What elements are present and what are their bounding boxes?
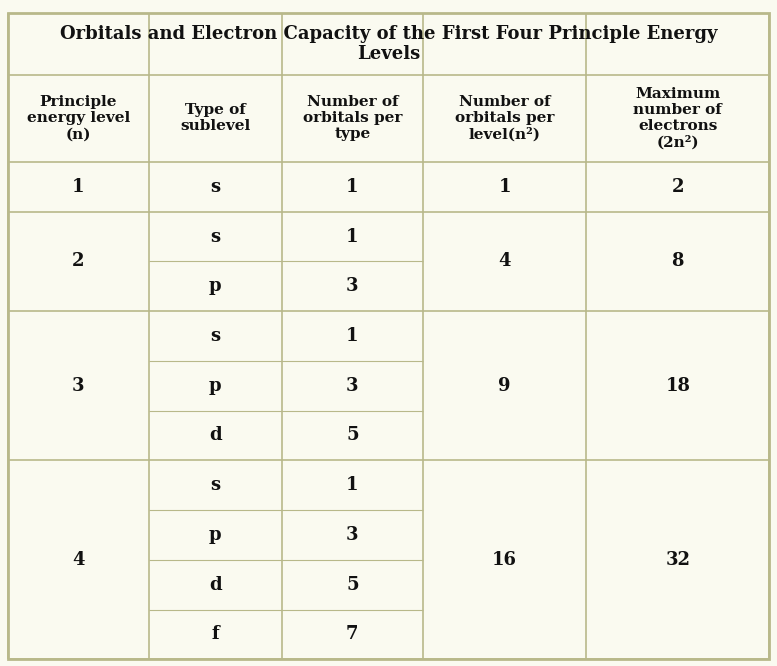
Text: 1: 1 (346, 476, 358, 494)
Text: d: d (209, 575, 221, 593)
Text: 5: 5 (346, 575, 359, 593)
Text: p: p (209, 277, 221, 295)
Text: 1: 1 (498, 178, 510, 196)
Text: s: s (211, 228, 221, 246)
Text: 3: 3 (72, 377, 85, 395)
Text: Number of
orbitals per
level(n²): Number of orbitals per level(n²) (455, 95, 554, 142)
Text: 5: 5 (346, 426, 359, 444)
Text: 8: 8 (671, 252, 684, 270)
Text: 4: 4 (72, 551, 85, 569)
Text: Maximum
number of
electrons
(2n²): Maximum number of electrons (2n²) (633, 87, 723, 150)
Text: Principle
energy level
(n): Principle energy level (n) (26, 95, 130, 141)
Text: 7: 7 (346, 625, 358, 643)
Text: 1: 1 (346, 327, 358, 345)
Text: 3: 3 (346, 377, 358, 395)
Text: 1: 1 (72, 178, 85, 196)
Text: Number of
orbitals per
type: Number of orbitals per type (303, 95, 402, 141)
Text: 4: 4 (498, 252, 510, 270)
Text: d: d (209, 426, 221, 444)
Text: s: s (211, 476, 221, 494)
Text: Orbitals and Electron Capacity of the First Four Principle Energy
Levels: Orbitals and Electron Capacity of the Fi… (60, 25, 717, 63)
Text: s: s (211, 178, 221, 196)
Text: 3: 3 (346, 526, 358, 544)
Text: p: p (209, 377, 221, 395)
Text: 1: 1 (346, 228, 358, 246)
Text: 9: 9 (498, 377, 510, 395)
Text: p: p (209, 526, 221, 544)
Text: 18: 18 (665, 377, 690, 395)
Text: 3: 3 (346, 277, 358, 295)
Text: f: f (211, 625, 219, 643)
Text: 2: 2 (671, 178, 684, 196)
Text: Type of
sublevel: Type of sublevel (180, 103, 250, 133)
Text: 2: 2 (72, 252, 85, 270)
Text: s: s (211, 327, 221, 345)
Text: 1: 1 (346, 178, 358, 196)
Text: 16: 16 (492, 551, 517, 569)
Text: 32: 32 (665, 551, 690, 569)
